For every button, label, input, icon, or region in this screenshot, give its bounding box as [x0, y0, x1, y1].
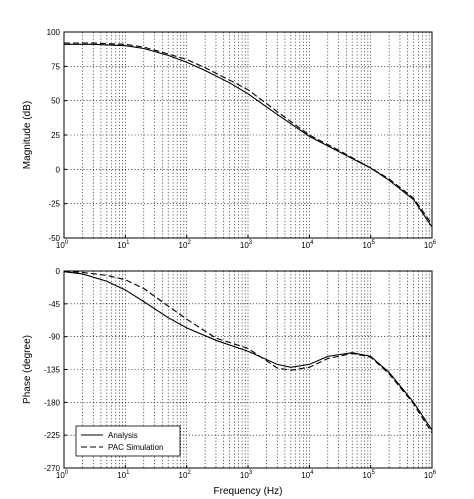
chart-panel-0: -50 -25 0 25 50 75 100 100 101 102 103 104 105 106 Mag… — [22, 28, 437, 250]
x-tick-label: 105 — [363, 470, 376, 480]
y-tick-label: -50 — [48, 234, 60, 243]
x-tick-label: 106 — [424, 240, 437, 250]
y-tick-label: -90 — [48, 333, 60, 342]
x-tick-label: 105 — [363, 240, 376, 250]
x-tick-label: 102 — [179, 470, 192, 480]
x-tick-label: 101 — [117, 240, 130, 250]
x-tick-label: 104 — [301, 240, 314, 250]
y-tick-label: -25 — [48, 200, 60, 209]
y-tick-label: 25 — [51, 131, 60, 140]
y-tick-label: 75 — [51, 62, 60, 71]
x-tick-label: 106 — [424, 470, 437, 480]
y-tick-label: -45 — [48, 300, 60, 309]
legend-label: Analysis — [108, 431, 138, 440]
x-tick-label: 101 — [117, 470, 130, 480]
x-axis-label: Frequency (Hz) — [214, 486, 283, 497]
y-tick-label: -270 — [44, 464, 61, 473]
y-tick-label: -225 — [44, 431, 61, 440]
y-axis-label: Magnitude (dB) — [22, 101, 33, 169]
y-tick-label: -135 — [44, 366, 61, 375]
y-tick-label: 0 — [56, 267, 61, 276]
x-tick-label: 100 — [56, 240, 69, 250]
x-tick-label: 103 — [240, 470, 253, 480]
grid — [64, 32, 432, 238]
x-tick-label: 104 — [301, 470, 314, 480]
legend: Analysis PAC Simulation — [75, 425, 181, 457]
x-tick-label: 102 — [179, 240, 192, 250]
legend-box — [75, 425, 181, 457]
y-tick-label: 0 — [56, 165, 61, 174]
y-tick-label: -180 — [44, 398, 61, 407]
series-line-pac-simulation — [64, 42, 433, 225]
y-axis-label: Phase (degree) — [22, 335, 33, 404]
x-tick-label: 100 — [56, 470, 69, 480]
series-line-analysis — [64, 43, 433, 228]
y-tick-label: 100 — [47, 28, 61, 37]
series-line-pac-simulation — [63, 270, 433, 434]
legend-label: PAC Simulation — [108, 443, 163, 452]
x-tick-label: 103 — [240, 240, 253, 250]
y-tick-label: 50 — [51, 97, 60, 106]
chart-panel-1: -270 -225 -180 -135 -90 -45 0 100 101 102 103 104 10… — [22, 267, 437, 497]
